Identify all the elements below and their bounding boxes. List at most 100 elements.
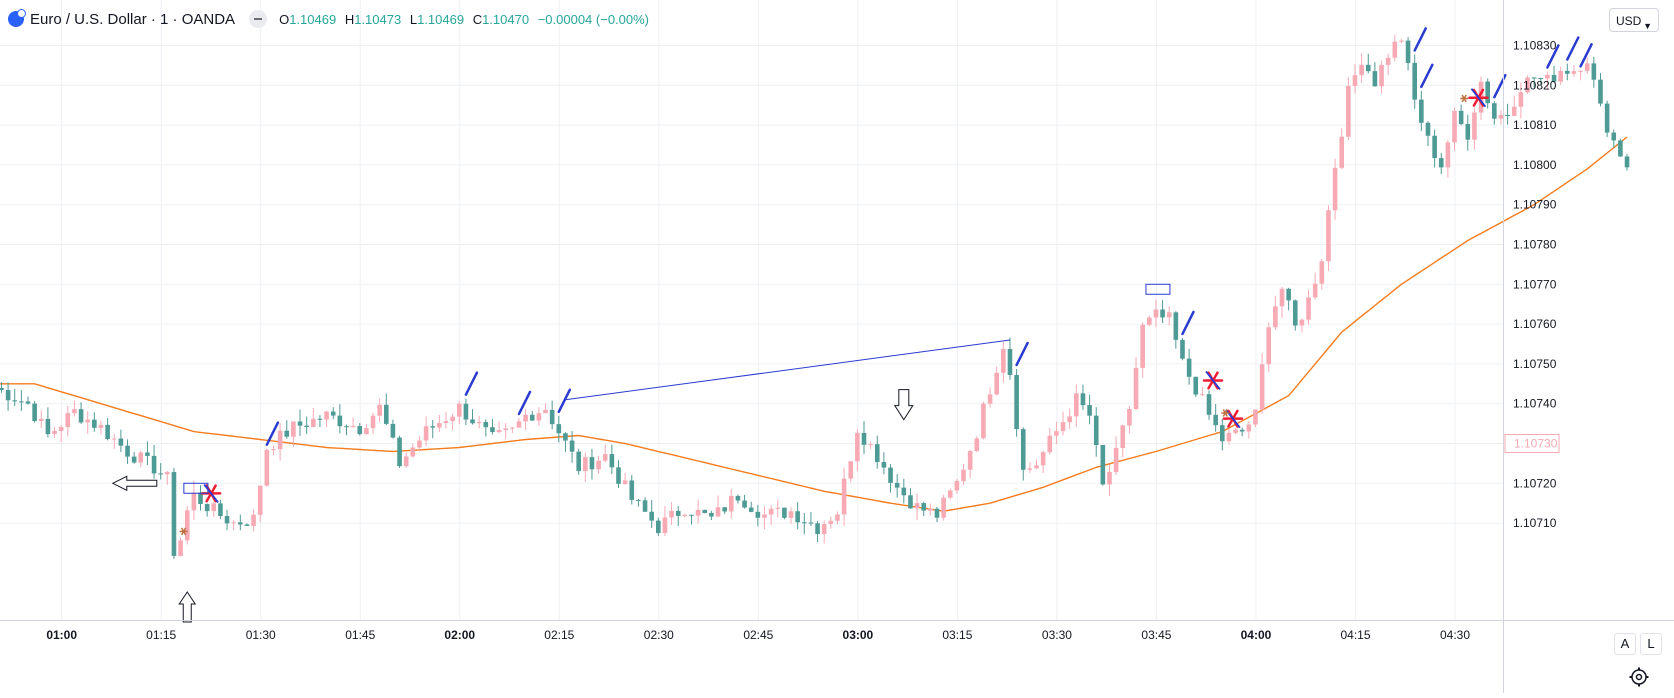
candle[interactable] — [782, 507, 787, 520]
candle[interactable] — [914, 493, 920, 521]
candle[interactable] — [596, 455, 601, 474]
candle[interactable] — [1618, 138, 1623, 157]
candle[interactable] — [622, 472, 628, 485]
candle[interactable] — [941, 494, 946, 521]
candle[interactable] — [1598, 73, 1603, 107]
candle[interactable] — [616, 460, 621, 488]
candle[interactable] — [795, 502, 800, 530]
candle[interactable] — [1160, 299, 1165, 324]
candle[interactable] — [934, 506, 940, 523]
candle[interactable] — [735, 494, 741, 504]
candle[interactable] — [855, 429, 860, 472]
candle[interactable] — [204, 503, 210, 517]
candle[interactable] — [682, 513, 688, 518]
candle[interactable] — [1312, 272, 1318, 300]
candle[interactable] — [1558, 67, 1563, 86]
candle[interactable] — [1127, 405, 1132, 434]
candle[interactable] — [291, 421, 296, 447]
candle[interactable] — [1458, 104, 1464, 126]
candle[interactable] — [456, 400, 462, 424]
candle[interactable] — [1034, 459, 1039, 470]
candle[interactable] — [450, 413, 455, 431]
candle[interactable] — [563, 432, 568, 453]
candle[interactable] — [1027, 461, 1033, 473]
candle[interactable] — [974, 436, 980, 452]
candle[interactable] — [145, 441, 150, 465]
candle[interactable] — [961, 463, 966, 486]
candle[interactable] — [490, 418, 495, 435]
candle[interactable] — [310, 407, 316, 428]
candle[interactable] — [383, 393, 389, 425]
candle[interactable] — [768, 505, 774, 526]
candle[interactable] — [636, 498, 641, 507]
candle[interactable] — [1385, 53, 1391, 76]
candle[interactable] — [928, 503, 933, 516]
candle[interactable] — [695, 499, 701, 524]
candle[interactable] — [257, 485, 263, 523]
candle[interactable] — [1346, 77, 1351, 140]
candle[interactable] — [642, 497, 648, 512]
candle[interactable] — [1359, 53, 1364, 84]
gear-icon[interactable] — [1628, 666, 1650, 688]
candle[interactable] — [888, 464, 893, 493]
candle[interactable] — [947, 488, 953, 500]
candle[interactable] — [788, 507, 794, 524]
candle[interactable] — [1173, 311, 1179, 349]
candle[interactable] — [1047, 427, 1053, 455]
candle[interactable] — [1292, 299, 1298, 331]
candle[interactable] — [1140, 322, 1145, 378]
candle[interactable] — [742, 494, 747, 509]
candle[interactable] — [516, 417, 522, 428]
candle[interactable] — [821, 520, 827, 544]
candle[interactable] — [377, 398, 382, 423]
candle[interactable] — [65, 405, 71, 437]
candle[interactable] — [1279, 287, 1285, 318]
candle[interactable] — [410, 443, 416, 458]
candle[interactable] — [1060, 411, 1066, 436]
candle[interactable] — [569, 431, 575, 463]
candle[interactable] — [397, 435, 402, 468]
candle[interactable] — [1054, 421, 1059, 445]
candle[interactable] — [709, 510, 714, 521]
candle[interactable] — [1578, 70, 1583, 81]
candle[interactable] — [1001, 341, 1006, 383]
candle[interactable] — [78, 402, 84, 424]
candle[interactable] — [1445, 140, 1451, 178]
candle[interactable] — [437, 414, 442, 432]
candle[interactable] — [138, 450, 144, 468]
candle[interactable] — [165, 471, 170, 485]
candle[interactable] — [1273, 295, 1278, 330]
candle[interactable] — [1372, 62, 1378, 87]
candle[interactable] — [357, 423, 363, 436]
candle[interactable] — [808, 511, 814, 527]
candle[interactable] — [954, 479, 960, 494]
candle[interactable] — [271, 445, 276, 456]
candle[interactable] — [131, 452, 137, 464]
candle[interactable] — [1425, 121, 1431, 146]
candle[interactable] — [1518, 82, 1524, 119]
candle[interactable] — [1319, 258, 1325, 290]
candle[interactable] — [1299, 318, 1305, 333]
candle[interactable] — [1538, 77, 1544, 85]
candle[interactable] — [1624, 153, 1630, 171]
candle[interactable] — [987, 387, 993, 408]
candle[interactable] — [576, 448, 581, 475]
candle[interactable] — [45, 407, 51, 438]
candle[interactable] — [1259, 353, 1265, 414]
candle[interactable] — [1379, 60, 1384, 94]
candle[interactable] — [476, 416, 482, 429]
candle[interactable] — [1326, 205, 1331, 271]
candle[interactable] — [1074, 384, 1079, 428]
candle[interactable] — [828, 516, 834, 529]
candle[interactable] — [669, 502, 674, 526]
candle[interactable] — [1306, 289, 1311, 325]
candle[interactable] — [370, 412, 376, 435]
candle[interactable] — [848, 461, 854, 483]
candle[interactable] — [523, 409, 528, 431]
candle[interactable] — [403, 452, 409, 468]
candle[interactable] — [1591, 56, 1597, 88]
candle[interactable] — [662, 506, 668, 536]
candle[interactable] — [198, 485, 203, 511]
candle[interactable] — [775, 499, 781, 518]
